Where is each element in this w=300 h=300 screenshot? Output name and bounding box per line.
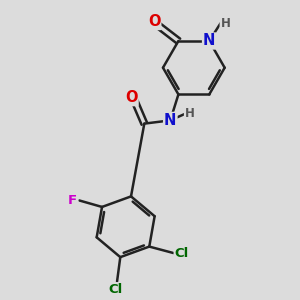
- Text: O: O: [148, 14, 160, 29]
- Text: Cl: Cl: [175, 247, 189, 260]
- Text: F: F: [68, 194, 77, 207]
- Text: H: H: [220, 16, 230, 30]
- Text: Cl: Cl: [108, 283, 123, 296]
- Text: N: N: [203, 34, 215, 49]
- Text: H: H: [185, 107, 195, 120]
- Text: O: O: [125, 90, 138, 105]
- Text: N: N: [164, 113, 176, 128]
